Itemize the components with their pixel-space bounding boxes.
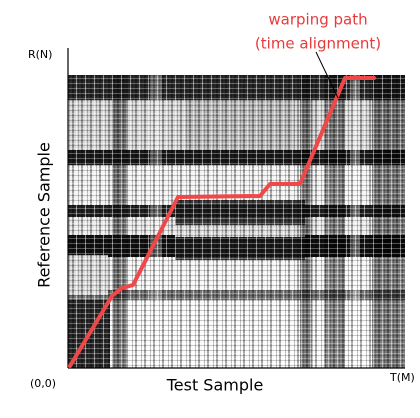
warping-path (68, 76, 376, 368)
annotation-pointer (315, 51, 339, 99)
annotation-text: warping path (268, 11, 367, 29)
axes (67, 48, 405, 369)
origin-label: (0,0) (30, 377, 56, 390)
annotation-text: (time alignment) (255, 35, 381, 53)
y-axis-title: Reference Sample (35, 142, 54, 288)
x-axis-title: Test Sample (166, 376, 264, 395)
y-axis-end-label: R(N) (28, 48, 52, 61)
cost-matrix (68, 75, 405, 368)
x-axis-end-label: T(M) (389, 371, 415, 384)
